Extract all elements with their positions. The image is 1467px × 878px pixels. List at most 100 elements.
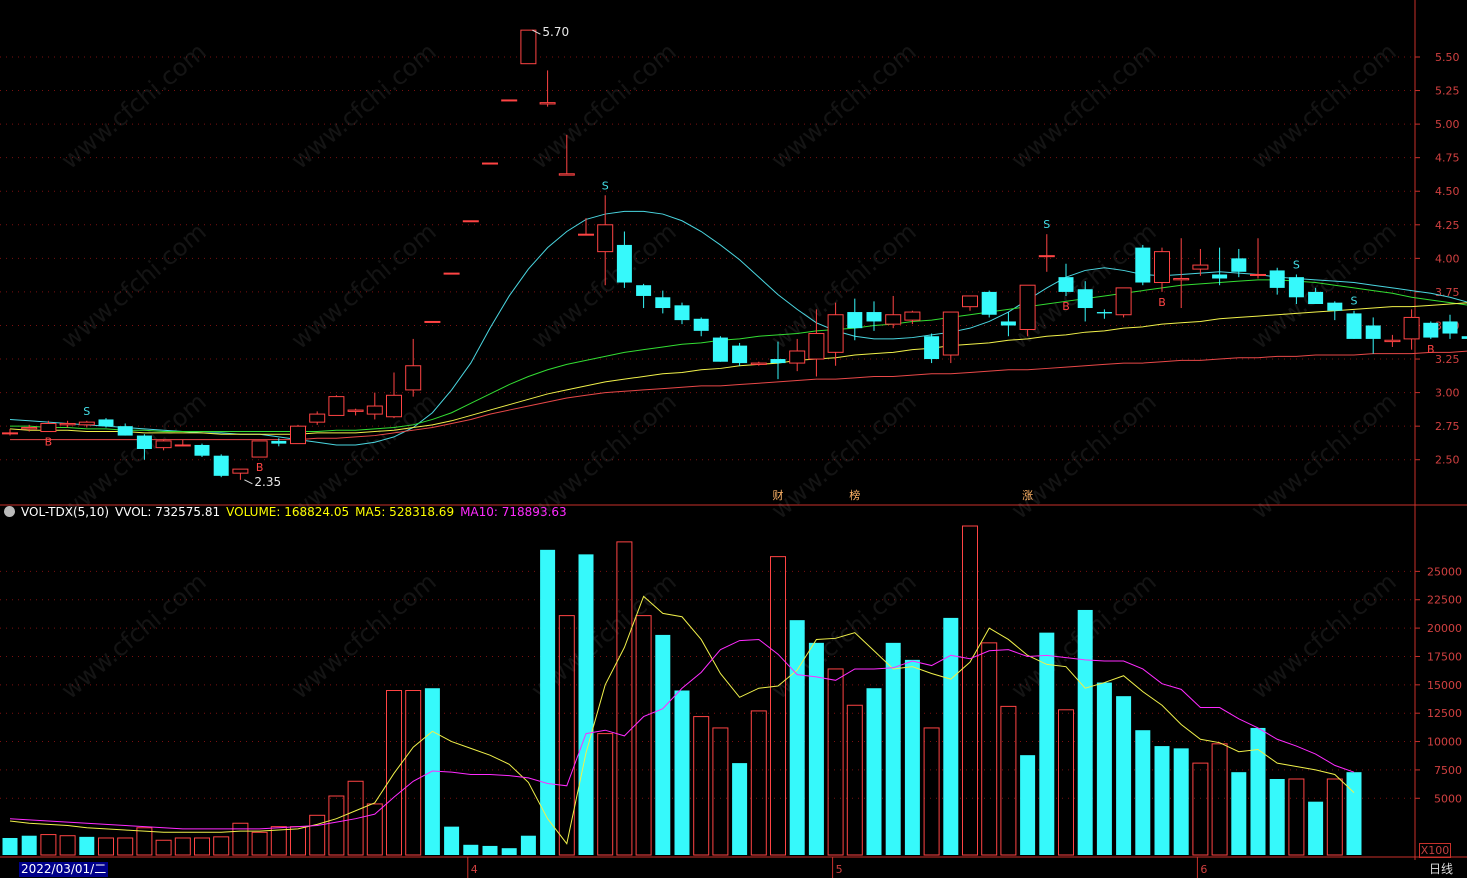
price-tick-label: 4.00 [1435,252,1460,265]
volume-bar-down [444,826,460,855]
volume-tick-label: 15000 [1427,679,1462,692]
volume-indicator-legend: VOL-TDX(5,10) VVOL: 732575.81 VOLUME: 1688… [0,503,1415,521]
extreme-pointer [244,479,253,485]
volume-tick-label: 5000 [1434,792,1462,805]
watermark-text: www.cfchi.com [286,567,442,704]
volume-bar-down [21,835,37,855]
volume-ma5-line [9,595,1355,845]
volume-bar-down [1039,632,1055,855]
candle-body-up [366,405,383,415]
candle-body-down [1135,247,1151,283]
candle-body-down [712,337,728,362]
legend-indicator-name[interactable]: VOL-TDX(5,10) [21,505,110,519]
volume-bar-down [1250,727,1266,855]
volume-bar-down [943,617,959,855]
volume-bar-down [79,836,95,855]
candle-body-down [1423,322,1439,338]
candle-body-up [942,311,959,356]
volume-bar-down [578,554,594,855]
candle-body-down [1461,336,1467,339]
volume-bar-up [386,690,402,856]
candle-body-up [962,295,978,308]
volume-bar-up [59,835,76,856]
candle-body-up [405,365,422,391]
volume-bar-down [808,642,824,855]
volume-bar-down [904,659,920,855]
volume-bar-up [597,733,614,856]
candle-body-up [1173,277,1190,281]
candle-body-up [2,432,18,435]
candle-body-up [1384,339,1401,343]
price-tick-label: 3.25 [1435,353,1460,366]
candle-body-up [1154,251,1170,284]
candle-body-down [1308,291,1324,304]
signal-marker-b: B [1427,343,1435,356]
volume-tick-label: 25000 [1427,565,1462,578]
volume-bar-up [405,690,422,856]
volume-bar-up [251,831,268,856]
volume-bar-down [1020,755,1036,855]
candle-body-down [194,444,210,456]
indicator-settings-icon[interactable] [4,506,15,517]
candle-body-up [1250,273,1266,276]
candle-body-up [174,444,191,447]
signal-marker-s: S [1293,258,1300,271]
watermark-text: www.cfchi.com [526,37,682,174]
volume-bar-up [174,837,191,856]
watermark-text: www.cfchi.com [1006,37,1162,174]
candle-body-up [347,409,364,412]
candle-body-down [1000,321,1016,326]
candle-body-down [636,285,652,296]
volume-bar-up [558,615,575,856]
volume-bar-down [789,620,805,855]
news-tag: 榜 [849,488,860,502]
volume-bar-down [674,690,690,855]
volume-bar-down [1173,748,1189,855]
volume-bar-down [1231,772,1247,855]
candle-body-down [98,419,114,427]
candle-body-up [885,314,902,325]
candle-body-down [271,440,287,444]
candle-body-up [808,333,825,360]
watermark-text: www.cfchi.com [56,37,212,174]
price-ma-red-line [10,350,1467,441]
price-tick-label: 5.50 [1435,51,1460,64]
price-tick-label: 4.50 [1435,185,1460,198]
volume-bar-up [770,556,786,856]
candle-body-down [924,336,940,360]
candle-body-up [232,468,249,474]
volume-bar-down [1269,778,1285,855]
volume-tick-label: 10000 [1427,736,1462,749]
candle-body-up [328,396,345,416]
volume-bar-up [232,822,249,856]
volume-bar-down [655,634,671,855]
volume-bar-up [213,836,230,856]
candle-body-down [981,291,997,315]
candle-body-up [520,29,537,65]
candle-body-up [251,440,268,458]
candle-body-down [693,318,709,331]
candle-body-down [1288,277,1304,298]
volume-bar-down [1096,682,1112,855]
candle-body-down [866,312,882,322]
volume-bar-up [962,525,978,856]
candle-body-down [1212,274,1228,279]
watermark-text: www.cfchi.com [1246,37,1402,174]
volume-tick-label: 7500 [1434,764,1462,777]
price-tick-label: 2.75 [1435,420,1460,433]
volume-ma10-line [9,638,1355,830]
volume-tick-label: 12500 [1427,707,1462,720]
period-label[interactable]: 日线 [1428,862,1453,876]
signal-marker-s: S [1351,295,1358,308]
month-label: 6 [1200,863,1207,876]
volume-bar-up [347,780,364,856]
volume-bar-up [712,727,729,856]
candle-body-up [789,350,806,364]
volume-bar-down [463,844,479,855]
volume-bar-up [1326,778,1343,856]
volume-bar-up [1288,778,1305,856]
candle-body-down [1442,321,1458,334]
volume-bar-up [290,826,306,856]
volume-bar-up [846,704,863,856]
